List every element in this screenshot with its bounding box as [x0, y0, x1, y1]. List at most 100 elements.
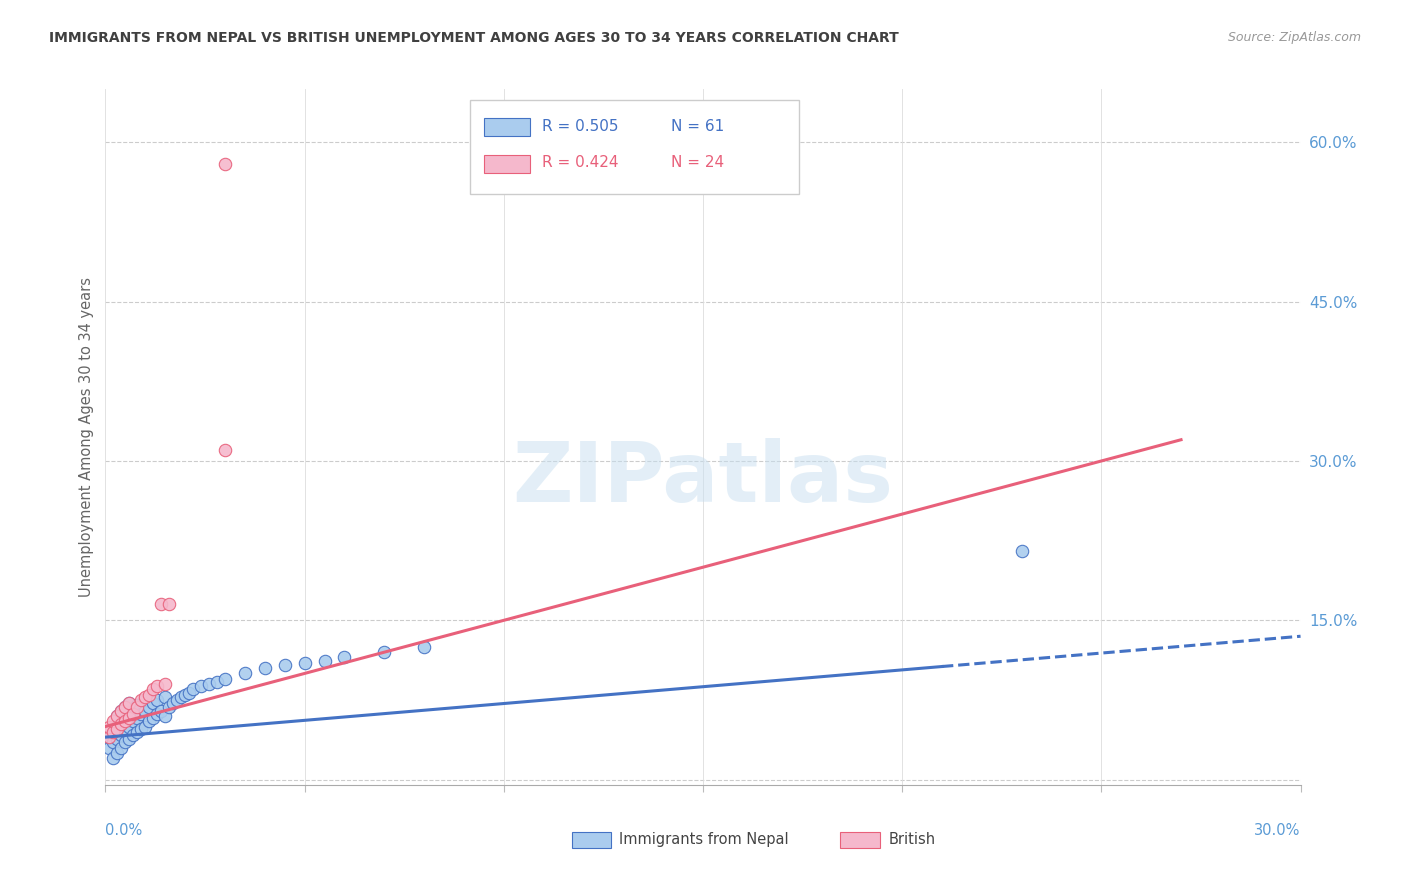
Bar: [571, 832, 612, 847]
Point: [138, 688, 160, 702]
Text: IMMIGRANTS FROM NEPAL VS BRITISH UNEMPLOYMENT AMONG AGES 30 TO 34 YEARS CORRELAT: IMMIGRANTS FROM NEPAL VS BRITISH UNEMPLO…: [49, 31, 898, 45]
Text: 30.0%: 30.0%: [1254, 823, 1301, 838]
Point: [118, 711, 141, 725]
Point: [129, 693, 153, 707]
Point: [273, 657, 295, 672]
Point: [110, 714, 132, 729]
Point: [122, 704, 145, 718]
Point: [134, 704, 156, 718]
Text: R = 0.424: R = 0.424: [541, 154, 619, 169]
Point: [413, 640, 436, 654]
Point: [114, 714, 136, 729]
Point: [146, 693, 169, 707]
Point: [114, 711, 136, 725]
Point: [107, 709, 129, 723]
Point: [181, 682, 204, 697]
Point: [142, 682, 165, 697]
Point: [142, 711, 165, 725]
Point: [107, 722, 129, 736]
Point: [118, 696, 141, 710]
Point: [98, 740, 121, 755]
Point: [127, 698, 149, 713]
Point: [122, 714, 145, 729]
Point: [134, 690, 156, 704]
Text: Source: ZipAtlas.com: Source: ZipAtlas.com: [1227, 31, 1361, 45]
Point: [118, 706, 141, 721]
Point: [170, 690, 193, 704]
Point: [103, 735, 125, 749]
Point: [118, 696, 141, 710]
Point: [103, 751, 125, 765]
Point: [150, 704, 173, 718]
Point: [110, 704, 132, 718]
Point: [138, 714, 160, 729]
Point: [294, 656, 316, 670]
Point: [190, 679, 212, 693]
Point: [122, 728, 145, 742]
Point: [314, 654, 336, 668]
Point: [98, 720, 121, 734]
Point: [333, 650, 356, 665]
Point: [107, 720, 129, 734]
Point: [118, 732, 141, 747]
Text: British: British: [889, 831, 935, 847]
Point: [162, 696, 184, 710]
Bar: [841, 832, 880, 847]
Point: [114, 700, 136, 714]
Point: [153, 690, 177, 704]
Point: [174, 688, 197, 702]
Point: [166, 693, 188, 707]
Point: [103, 714, 125, 729]
Text: ZIPatlas: ZIPatlas: [513, 438, 893, 519]
Point: [107, 732, 129, 747]
Point: [214, 443, 236, 458]
Point: [134, 693, 156, 707]
Point: [129, 722, 153, 736]
Point: [253, 661, 276, 675]
Point: [157, 700, 180, 714]
Point: [142, 696, 165, 710]
Point: [214, 672, 236, 686]
Point: [114, 722, 136, 736]
Point: [127, 700, 149, 714]
Point: [98, 730, 121, 744]
Point: [110, 717, 132, 731]
Point: [103, 724, 125, 739]
Point: [114, 700, 136, 714]
Point: [110, 728, 132, 742]
Point: [146, 679, 169, 693]
Point: [146, 706, 169, 721]
Point: [233, 666, 256, 681]
Point: [127, 711, 149, 725]
Text: Immigrants from Nepal: Immigrants from Nepal: [619, 831, 789, 847]
Point: [122, 706, 145, 721]
Point: [373, 645, 395, 659]
Point: [177, 685, 201, 699]
FancyBboxPatch shape: [470, 100, 799, 194]
Point: [150, 598, 173, 612]
Bar: [484, 118, 530, 136]
Point: [98, 730, 121, 744]
Point: [107, 746, 129, 760]
Text: N = 61: N = 61: [671, 119, 724, 134]
Point: [1011, 544, 1033, 558]
Point: [107, 709, 129, 723]
Point: [103, 724, 125, 739]
Point: [118, 720, 141, 734]
Point: [127, 724, 149, 739]
Point: [134, 720, 156, 734]
Text: N = 24: N = 24: [671, 154, 724, 169]
Point: [138, 700, 160, 714]
Text: 0.0%: 0.0%: [105, 823, 142, 838]
Point: [214, 156, 236, 170]
Point: [153, 677, 177, 691]
Point: [129, 706, 153, 721]
Point: [198, 677, 221, 691]
Point: [205, 674, 228, 689]
Point: [153, 709, 177, 723]
Point: [114, 735, 136, 749]
Point: [157, 598, 180, 612]
Text: R = 0.505: R = 0.505: [541, 119, 619, 134]
Bar: [484, 154, 530, 173]
Point: [110, 740, 132, 755]
